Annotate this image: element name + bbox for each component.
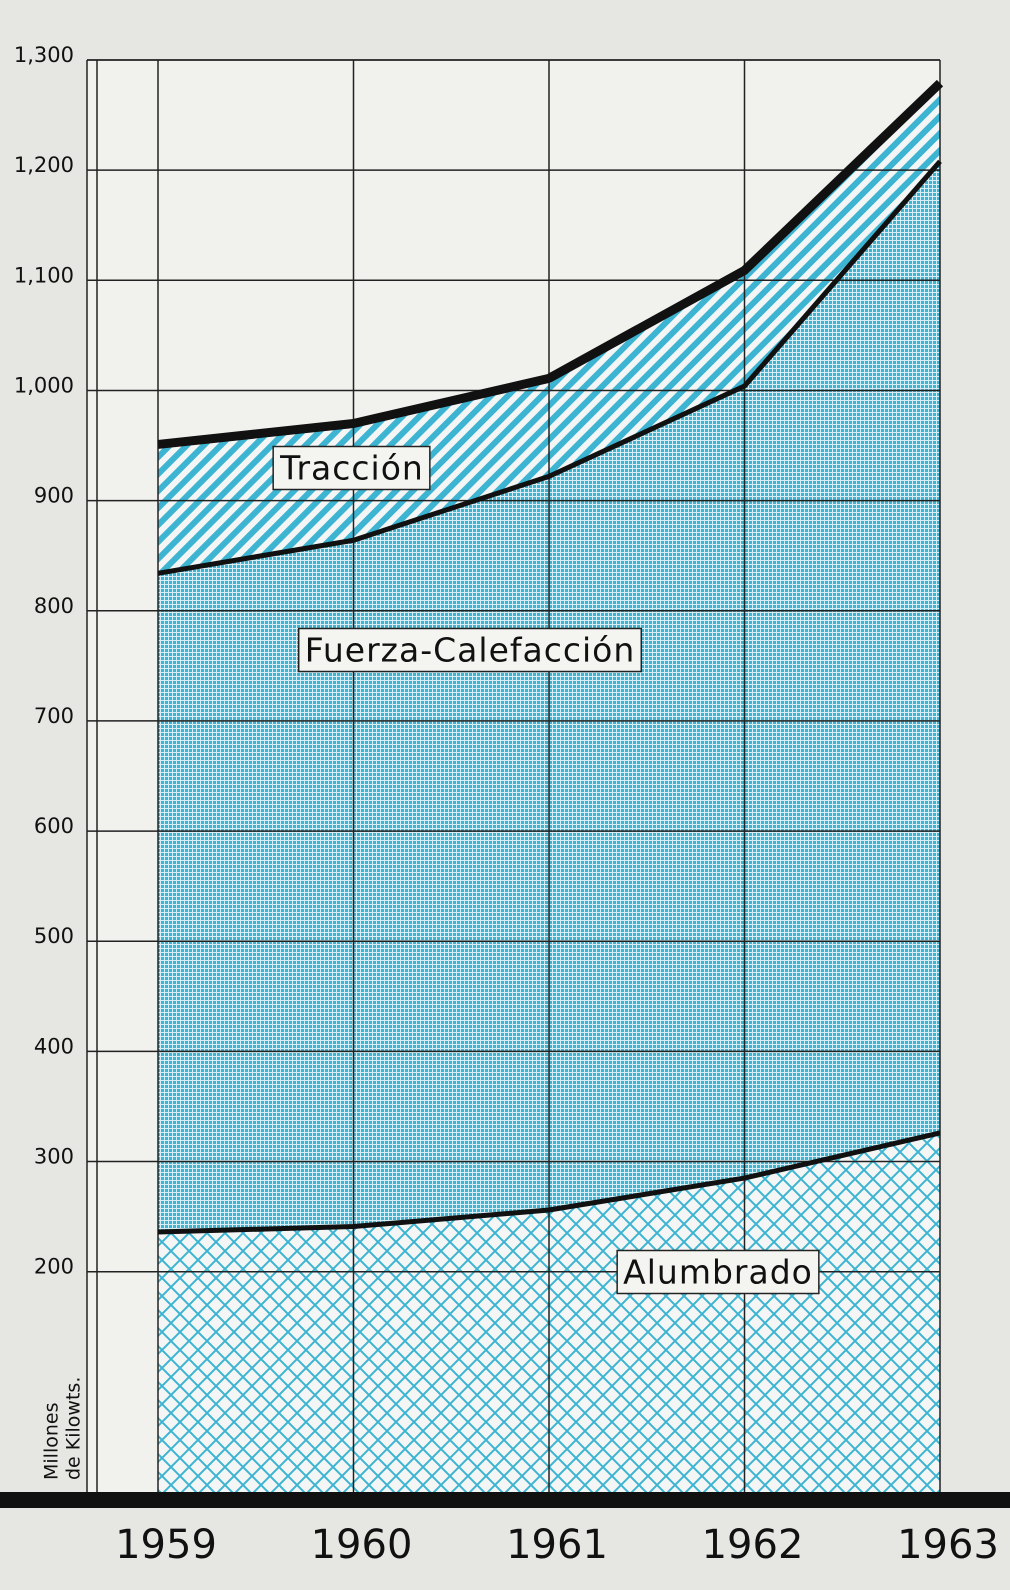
- series-boundary: [157, 1130, 941, 1235]
- y-tick-label: 700: [34, 704, 74, 728]
- y-tick-label: 1,100: [14, 263, 74, 287]
- series-label: Fuerza-Calefacción: [297, 627, 643, 673]
- baseline-bar: [0, 1492, 1010, 1508]
- series-boundary: [157, 159, 942, 576]
- x-tick-label: 1960: [311, 1522, 413, 1568]
- y-axis-label: Millones de Kilowts.: [41, 1377, 85, 1480]
- x-tick-label: 1961: [506, 1522, 608, 1568]
- y-label-line: de Kilowts.: [63, 1377, 85, 1480]
- y-tick-label: 400: [34, 1034, 74, 1058]
- y-tick-label: 1,300: [14, 43, 74, 67]
- y-tick-label: 800: [34, 594, 74, 618]
- series-label-text: Alumbrado: [623, 1253, 813, 1292]
- y-tick-label: 300: [34, 1145, 74, 1169]
- series-label: Tracción: [272, 445, 431, 491]
- series-label: Alumbrado: [616, 1249, 820, 1295]
- y-tick-label: 1,200: [14, 153, 74, 177]
- label-box: [297, 627, 643, 673]
- series-label-text: Fuerza-Calefacción: [305, 631, 636, 670]
- x-tick-label: 1959: [115, 1522, 217, 1568]
- label-box: [616, 1249, 820, 1295]
- series-label-text: Tracción: [279, 449, 424, 488]
- x-tick-label: 1962: [702, 1522, 804, 1568]
- y-tick-label: 500: [34, 924, 74, 948]
- y-tick-label: 200: [34, 1255, 74, 1279]
- y-label-line: Millones: [41, 1403, 63, 1480]
- x-tick-label: 1963: [897, 1522, 999, 1568]
- series-boundary: [157, 79, 944, 449]
- y-tick-label: 600: [34, 814, 74, 838]
- y-tick-label: 1,000: [14, 373, 74, 397]
- y-tick-label: 900: [34, 484, 74, 508]
- label-box: [272, 445, 431, 491]
